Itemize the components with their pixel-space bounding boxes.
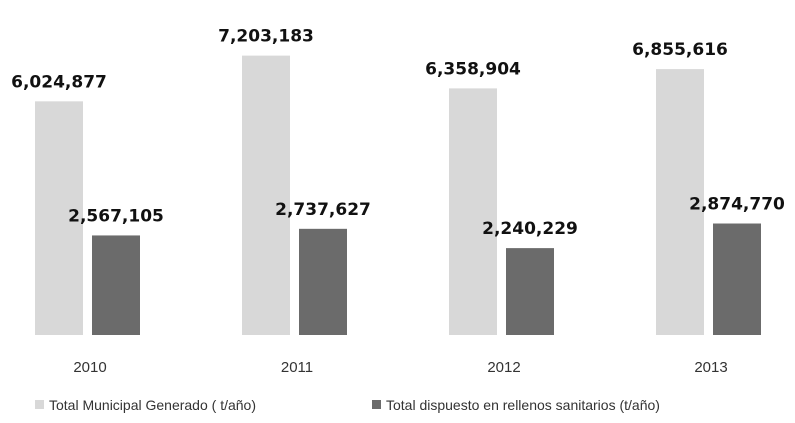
legend-swatch-disposed [372,400,381,409]
bars-group [35,55,761,336]
bar-generated-2010 [35,101,83,335]
x-tick-label-2012: 2012 [487,359,520,376]
legend-label-generated: Total Municipal Generado ( t/año) [49,397,256,413]
legend-label-disposed: Total dispuesto en rellenos sanitarios (… [386,397,660,413]
data-label-generated-2011: 7,203,183 [218,27,314,47]
data-label-disposed-2013: 2,874,770 [689,195,785,215]
data-label-generated-2012: 6,358,904 [425,59,521,79]
x-tick-label-2011: 2011 [281,359,313,376]
bar-generated-2011 [242,55,290,336]
x-tick-label-2010: 2010 [73,359,106,376]
bar-generated-2012 [449,88,497,335]
x-axis-tick-labels: 2010 2011 2012 2013 [73,359,727,376]
data-label-disposed-2011: 2,737,627 [275,200,371,220]
legend-swatch-generated [35,400,44,409]
bar-disposed-2011 [299,228,347,335]
bar-disposed-2013 [713,223,761,335]
bar-generated-2013 [656,69,704,335]
data-label-disposed-2012: 2,240,229 [482,219,578,239]
data-label-generated-2013: 6,855,616 [632,40,728,60]
legend: Total Municipal Generado ( t/año) Total d… [35,397,660,413]
bar-disposed-2010 [92,235,140,335]
data-labels-group: 6,024,877 2,567,105 7,203,183 2,737,627 6,35… [11,27,785,239]
bar-disposed-2012 [506,248,554,335]
x-tick-label-2013: 2013 [694,359,727,376]
data-label-generated-2010: 6,024,877 [11,72,107,92]
data-label-disposed-2010: 2,567,105 [68,206,164,226]
